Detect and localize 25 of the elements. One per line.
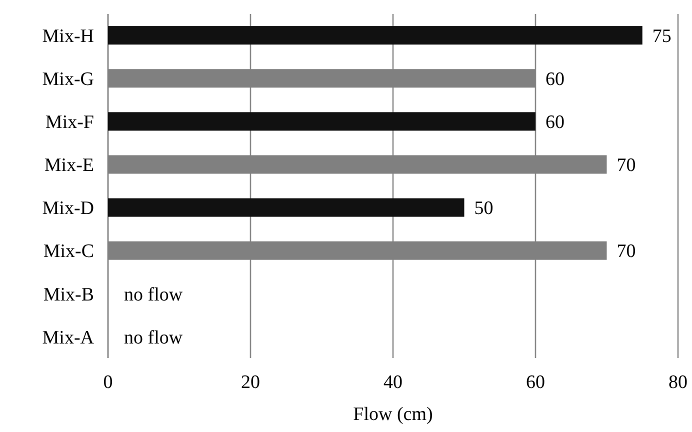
data-label: 50 xyxy=(474,198,494,220)
x-tick-label: 0 xyxy=(103,372,113,393)
x-tick-label: 60 xyxy=(526,372,545,393)
y-tick-label: Mix-B xyxy=(43,284,94,306)
data-label: 75 xyxy=(652,26,672,47)
y-tick-label: Mix-G xyxy=(42,69,94,90)
bar xyxy=(108,112,536,131)
x-axis-title: Flow (cm) xyxy=(353,404,433,425)
x-tick-label: 80 xyxy=(668,372,688,393)
y-tick-label: Mix-H xyxy=(42,26,94,47)
y-tick-label: Mix-E xyxy=(44,155,94,176)
data-label: 60 xyxy=(546,112,564,134)
data-label: 70 xyxy=(616,155,636,176)
y-tick-label: Mix-C xyxy=(43,241,94,262)
y-tick-label: Mix-A xyxy=(42,327,94,348)
data-label: 70 xyxy=(616,241,636,262)
bar xyxy=(108,198,464,217)
text: no flow xyxy=(124,284,183,306)
data-label: 60 xyxy=(546,69,564,90)
x-tick-label: 20 xyxy=(241,372,260,393)
text: no flow xyxy=(124,327,183,348)
y-tick-label: Mix-F xyxy=(45,112,94,134)
x-tick-label: 40 xyxy=(384,372,402,393)
y-tick-label: Mix-D xyxy=(42,198,94,220)
bar xyxy=(108,26,642,45)
